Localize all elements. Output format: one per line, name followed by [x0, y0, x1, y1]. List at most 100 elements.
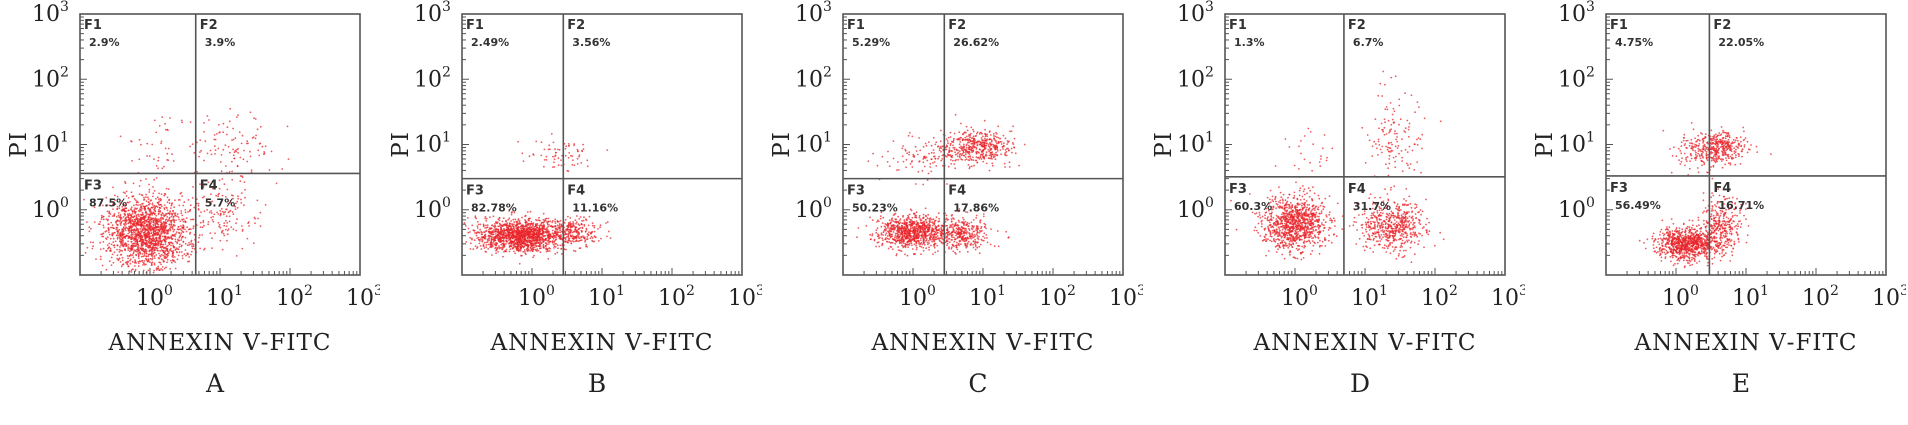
- data-point: [568, 228, 571, 231]
- data-point: [907, 229, 910, 232]
- data-point: [160, 263, 163, 266]
- data-point: [900, 250, 903, 253]
- data-point: [570, 235, 572, 238]
- data-point: [888, 241, 891, 244]
- data-point: [140, 247, 143, 250]
- data-point: [145, 249, 148, 252]
- data-point: [571, 155, 574, 158]
- data-point: [109, 247, 112, 250]
- data-point: [169, 229, 172, 232]
- data-point: [165, 238, 168, 241]
- data-point: [884, 238, 886, 241]
- data-point: [128, 225, 131, 228]
- data-point: [135, 227, 138, 229]
- data-point: [234, 137, 237, 140]
- data-point: [483, 247, 486, 249]
- data-point: [157, 156, 160, 159]
- data-point: [237, 152, 240, 154]
- data-point: [483, 237, 486, 240]
- data-point: [503, 240, 505, 243]
- data-point: [515, 247, 518, 250]
- data-point: [941, 229, 944, 232]
- data-point: [140, 260, 143, 262]
- data-point: [213, 134, 216, 136]
- data-point: [116, 205, 119, 208]
- data-point: [119, 215, 122, 218]
- data-point: [169, 227, 171, 230]
- data-point: [511, 211, 513, 213]
- data-point: [908, 239, 911, 242]
- data-point: [127, 240, 129, 243]
- data-point: [259, 142, 262, 145]
- data-point: [137, 255, 140, 258]
- data-point: [931, 224, 934, 227]
- data-point: [990, 228, 992, 231]
- data-point: [161, 116, 164, 118]
- data-point: [516, 237, 519, 240]
- data-point: [101, 204, 104, 207]
- data-point: [541, 238, 544, 241]
- data-point: [508, 217, 511, 220]
- data-point: [111, 215, 114, 218]
- data-point: [151, 204, 154, 206]
- data-point: [148, 183, 150, 186]
- data-point: [886, 237, 889, 240]
- data-point: [973, 236, 975, 239]
- data-point: [124, 210, 127, 212]
- y-tick-label: 103: [414, 0, 451, 27]
- data-point: [178, 243, 181, 246]
- data-point: [499, 232, 502, 235]
- data-point: [139, 206, 142, 209]
- data-point: [930, 229, 933, 231]
- data-point: [539, 243, 541, 246]
- data-point: [246, 142, 248, 145]
- data-point: [890, 226, 893, 229]
- data-point: [578, 218, 581, 220]
- data-point: [557, 231, 560, 234]
- data-point: [137, 201, 140, 204]
- data-point: [249, 150, 251, 153]
- data-point: [559, 231, 562, 234]
- data-point: [880, 232, 883, 235]
- data-point: [485, 244, 488, 246]
- data-point: [935, 233, 938, 236]
- data-point: [503, 229, 506, 232]
- y-axis-title: PI: [388, 131, 414, 158]
- data-point: [937, 224, 940, 227]
- data-point: [517, 243, 520, 246]
- data-point: [141, 217, 144, 220]
- data-point: [203, 224, 205, 227]
- data-point: [883, 225, 886, 228]
- data-point: [120, 244, 122, 247]
- data-point: [911, 226, 914, 229]
- data-point: [243, 204, 245, 207]
- data-point: [135, 248, 138, 251]
- data-point: [467, 217, 469, 219]
- data-point: [214, 153, 216, 155]
- data-point: [531, 225, 533, 228]
- data-point: [125, 207, 128, 210]
- data-point: [495, 252, 497, 255]
- data-point: [507, 228, 510, 230]
- data-point: [909, 240, 912, 243]
- data-point: [508, 245, 511, 248]
- data-point: [509, 231, 511, 234]
- data-point: [191, 247, 194, 250]
- data-point: [125, 244, 128, 247]
- data-point: [492, 215, 495, 218]
- data-point: [577, 240, 579, 243]
- data-point: [144, 208, 146, 211]
- data-point: [488, 227, 491, 230]
- data-point: [551, 221, 554, 224]
- data-point: [220, 170, 223, 173]
- data-point: [138, 218, 141, 220]
- data-point: [933, 243, 936, 246]
- data-point: [532, 227, 534, 230]
- data-point: [154, 212, 156, 215]
- data-point: [102, 218, 105, 221]
- data-point: [606, 221, 609, 223]
- data-point: [915, 220, 918, 223]
- data-point: [163, 204, 166, 207]
- data-point: [593, 230, 596, 233]
- data-point: [130, 245, 133, 248]
